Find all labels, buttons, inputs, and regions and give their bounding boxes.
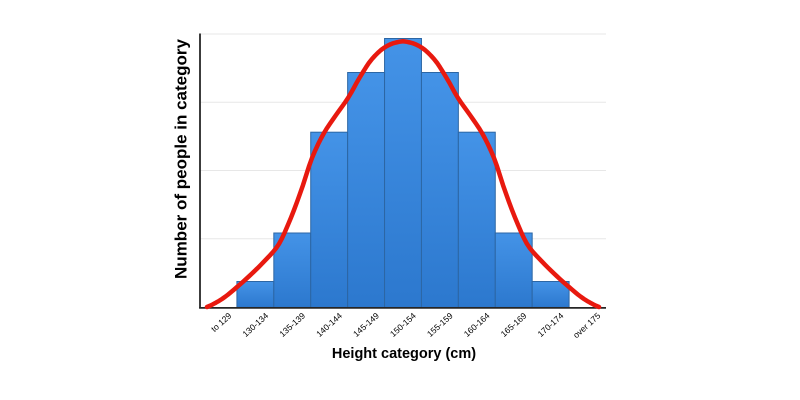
svg-text:over 175: over 175 <box>571 310 602 340</box>
svg-text:165-169: 165-169 <box>499 310 529 338</box>
svg-text:155-159: 155-159 <box>425 310 455 338</box>
svg-text:Height category (cm): Height category (cm) <box>332 346 476 362</box>
svg-text:135-139: 135-139 <box>277 310 307 338</box>
svg-text:140-144: 140-144 <box>314 310 344 338</box>
svg-text:170-174: 170-174 <box>536 310 566 338</box>
svg-text:145-149: 145-149 <box>351 310 381 338</box>
svg-text:160-164: 160-164 <box>462 310 492 338</box>
svg-text:Number of people in category: Number of people in category <box>172 38 191 278</box>
svg-text:150-154: 150-154 <box>388 310 418 338</box>
svg-text:130-134: 130-134 <box>240 310 270 338</box>
svg-text:to 129: to 129 <box>209 310 233 333</box>
